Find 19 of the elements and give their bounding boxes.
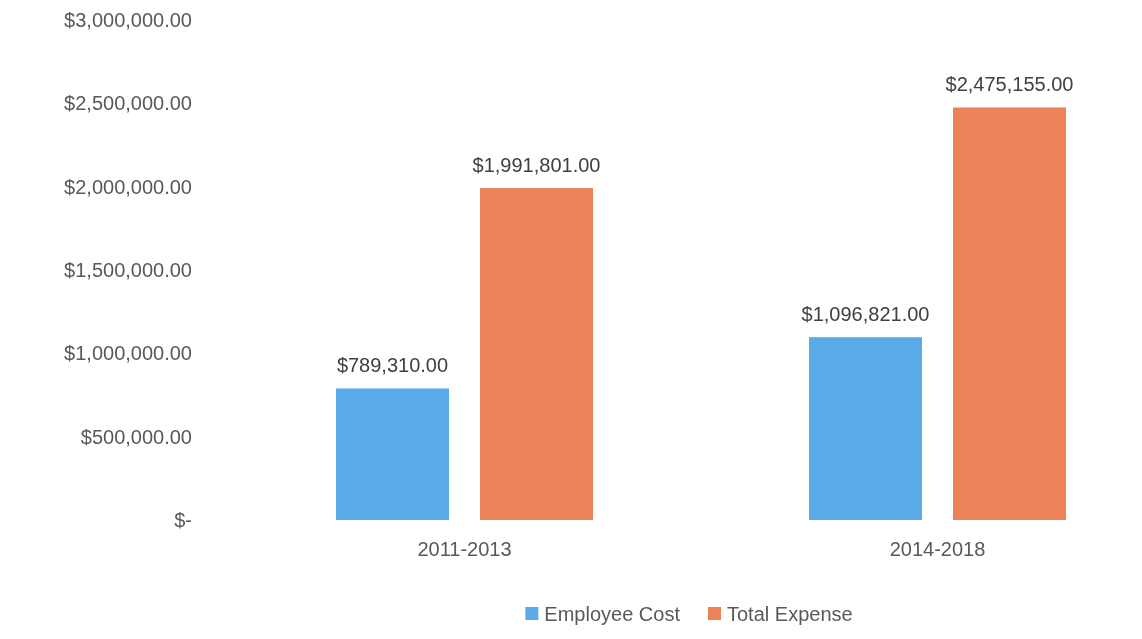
x-tick-label: 2014-2018 bbox=[889, 538, 986, 561]
bar bbox=[336, 388, 449, 520]
y-tick-label: $- bbox=[174, 508, 192, 531]
data-label: $1,991,801.00 bbox=[472, 154, 601, 177]
legend-label: Employee Cost bbox=[544, 603, 681, 625]
y-tick-label: $1,000,000.00 bbox=[64, 342, 192, 365]
data-label: $789,310.00 bbox=[336, 354, 449, 377]
bar bbox=[480, 188, 593, 520]
data-label: $1,096,821.00 bbox=[801, 303, 930, 326]
y-tick-label: $1,500,000.00 bbox=[64, 258, 192, 281]
legend-label: Total Expense bbox=[726, 603, 853, 625]
y-tick-label: $3,000,000.00 bbox=[64, 8, 192, 31]
x-tick-label: 2011-2013 bbox=[417, 538, 512, 561]
data-label: $2,475,155.00 bbox=[945, 73, 1074, 96]
bar bbox=[953, 107, 1066, 520]
bar bbox=[809, 337, 922, 520]
y-tick-label: $2,000,000.00 bbox=[64, 175, 192, 198]
y-tick-label: $2,500,000.00 bbox=[64, 92, 192, 115]
y-tick-label: $500,000.00 bbox=[80, 425, 192, 448]
